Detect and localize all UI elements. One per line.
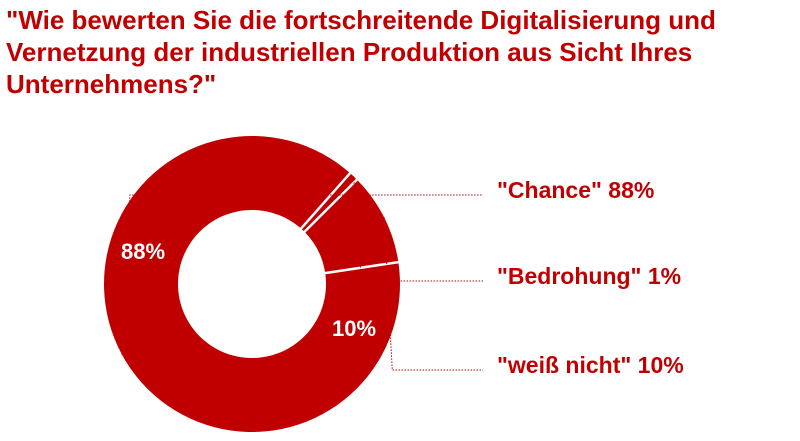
- legend-label: "Bedrohung" 1%: [497, 263, 681, 289]
- leader-line: [121, 194, 483, 355]
- leader-line: [383, 217, 483, 371]
- leader-lines: [121, 176, 483, 371]
- slice-3: [304, 179, 399, 274]
- legend-label: "weiß nicht" 10%: [497, 352, 684, 378]
- chart-title: "Wie bewerten Sie die fortschreitende Di…: [6, 5, 716, 99]
- slice-value-label: 88%: [121, 239, 165, 264]
- donut-slices: [104, 136, 401, 433]
- legend: "Chance" 88% "Bedrohung" 1% "weiß nicht" 1…: [497, 177, 684, 378]
- slice-divider: [302, 178, 359, 234]
- slice-2: [301, 173, 357, 232]
- legend-label: "Chance" 88%: [497, 177, 654, 203]
- slice-divider: [299, 171, 352, 231]
- slice-1: [104, 136, 401, 433]
- slice-value-label: 10%: [332, 316, 376, 341]
- slice-value-labels: 88% 10%: [121, 239, 376, 341]
